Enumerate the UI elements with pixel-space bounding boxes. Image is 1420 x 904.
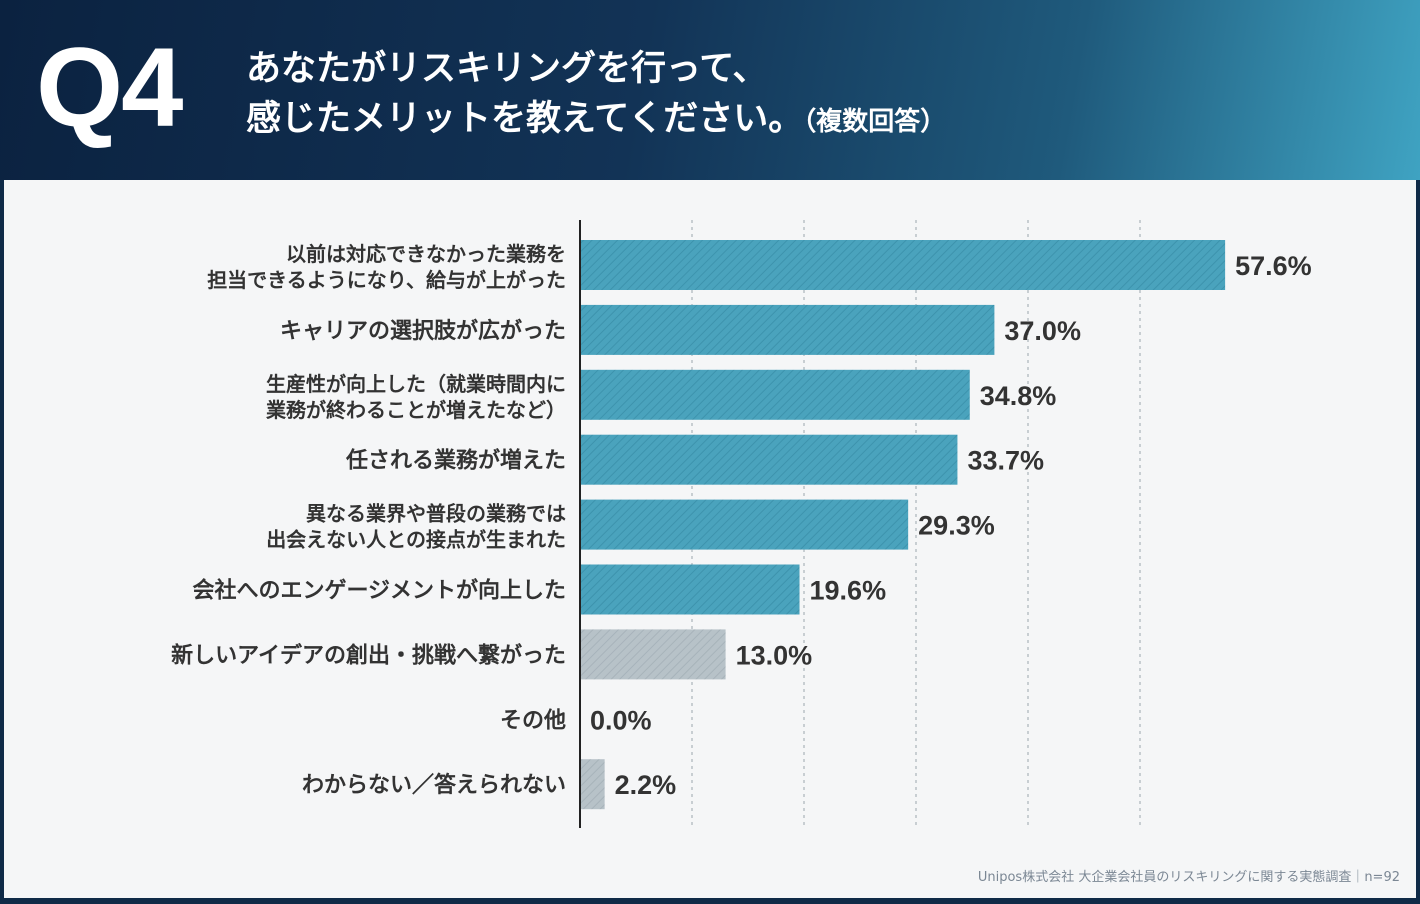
title-line-1: あなたがリスキリングを行って、 xyxy=(246,49,768,89)
value-labels: 57.6% 37.0% 34.8% 33.7% 29.3% 19.6% 13.0% 0.0% 2… xyxy=(590,251,1312,800)
category-label: わからない／答えられない xyxy=(302,772,566,798)
title-note: （複数回答） xyxy=(803,107,947,137)
category-label: 異なる業界や普段の業務では出会えない人との接点が生まれた xyxy=(266,502,566,552)
bar xyxy=(580,240,1226,290)
question-title: あなたがリスキリングを行って、 感じたメリットを教えてください。（複数回答） xyxy=(246,44,946,147)
category-label-line: 担当できるようになり、給与が上がった xyxy=(207,268,566,292)
value-label: 57.6% xyxy=(1235,251,1312,281)
value-label: 0.0% xyxy=(590,705,652,735)
bar xyxy=(580,759,605,810)
title-line-2-text: 感じたメリットを教えてください。 xyxy=(246,99,804,139)
category-label-line: 出会えない人との接点が生まれた xyxy=(266,528,566,552)
category-label-line: 業務が終わることが増えたなど） xyxy=(266,398,566,422)
value-label: 29.3% xyxy=(918,511,995,541)
bar xyxy=(580,369,970,420)
category-label: 以前は対応できなかった業務を担当できるようになり、給与が上がった xyxy=(207,242,566,292)
category-label-line: 異なる業界や普段の業務では xyxy=(306,502,566,526)
category-label: 会社へのエンゲージメントが向上した xyxy=(192,578,566,604)
value-label: 33.7% xyxy=(967,446,1044,476)
bar xyxy=(580,564,800,615)
value-label: 37.0% xyxy=(1004,316,1081,346)
title-line-2: 感じたメリットを教えてください。（複数回答） xyxy=(246,94,946,147)
value-label: 13.0% xyxy=(736,640,813,670)
value-label: 34.8% xyxy=(980,381,1057,411)
bars xyxy=(580,240,1226,810)
category-label-line: 生産性が向上した（就業時間内に xyxy=(266,372,566,396)
category-label-line: 以前は対応できなかった業務を xyxy=(286,242,566,266)
category-label: 生産性が向上した（就業時間内に業務が終わることが増えたなど） xyxy=(266,372,566,422)
header-banner: Q4 あなたがリスキリングを行って、 感じたメリットを教えてください。（複数回答… xyxy=(0,0,1420,180)
category-labels: 以前は対応できなかった業務を担当できるようになり、給与が上がったキャリアの選択肢… xyxy=(171,242,566,798)
value-label: 19.6% xyxy=(810,576,887,606)
category-label: 任される業務が増えた xyxy=(345,448,566,474)
bar xyxy=(580,434,958,485)
bar xyxy=(580,304,995,355)
bar xyxy=(580,629,726,680)
value-label: 2.2% xyxy=(615,770,677,800)
source-note: Unipos株式会社 大企業会社員のリスキリングに関する実態調査｜n=92 xyxy=(977,870,1400,885)
category-label: その他 xyxy=(500,708,566,733)
category-label: キャリアの選択肢が広がった xyxy=(280,318,566,344)
bar xyxy=(580,499,909,550)
question-number: Q4 xyxy=(36,25,183,150)
category-label: 新しいアイデアの創出・挑戦へ繋がった xyxy=(171,642,566,668)
